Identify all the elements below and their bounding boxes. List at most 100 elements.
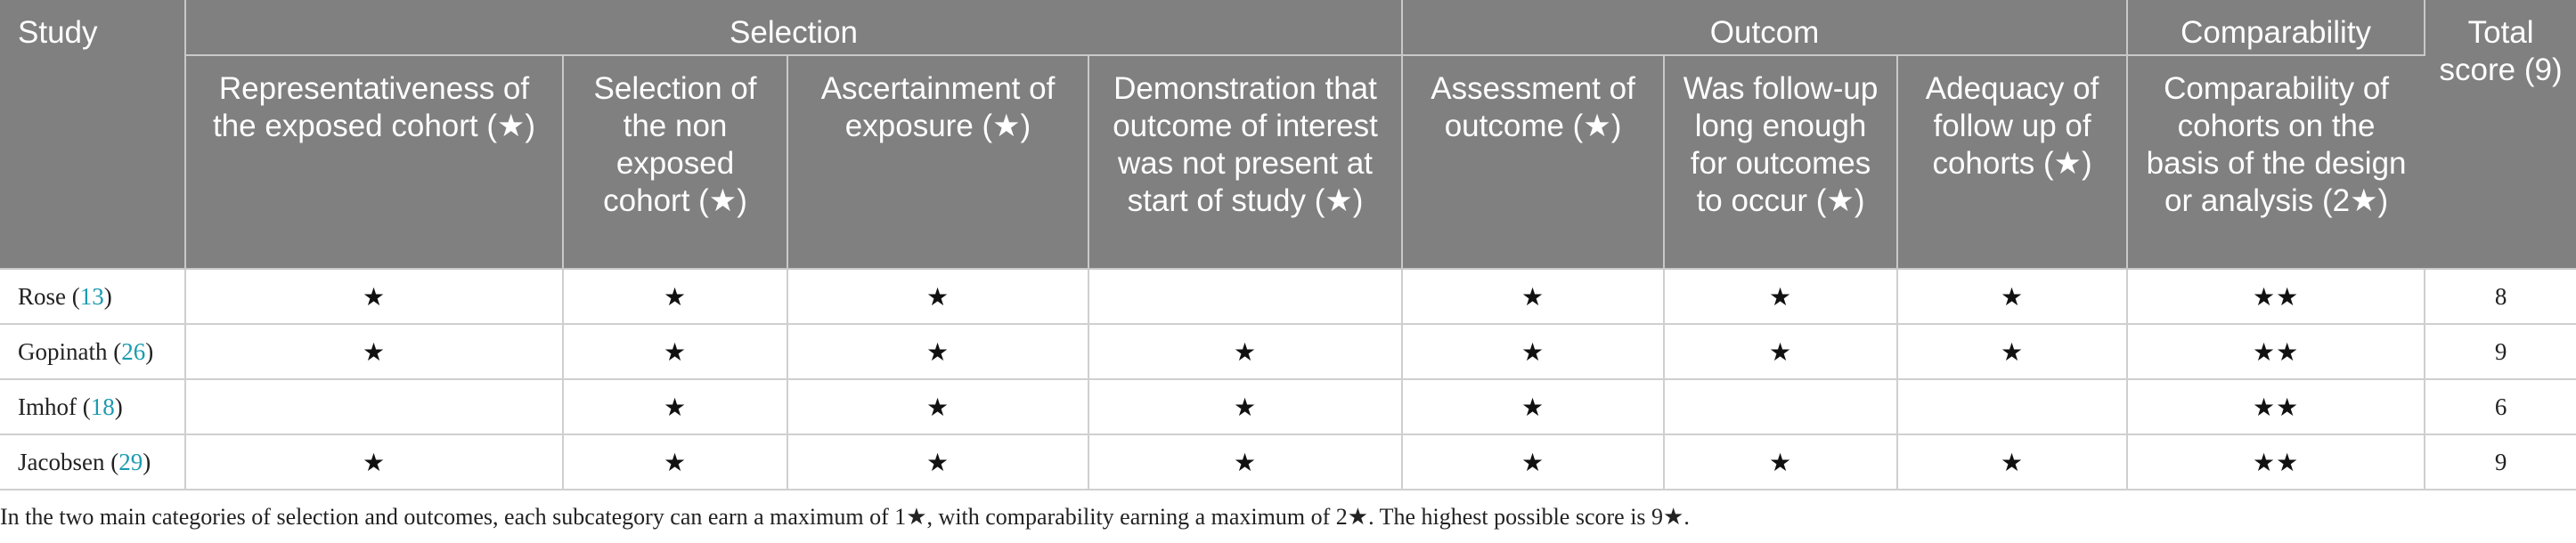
- star-cell: ★: [1088, 324, 1404, 380]
- star-cell: [1664, 379, 1899, 435]
- table-body: Rose (13) ★ ★ ★ ★ ★ ★ ★★ 8 Gopinath (26)…: [0, 269, 2576, 490]
- study-name-cell: Jacobsen (29): [0, 434, 186, 490]
- star-rating: ★: [1768, 281, 1793, 312]
- reference-link[interactable]: 18: [90, 393, 115, 420]
- star-cell: ★: [185, 324, 564, 380]
- star-cell: ★: [1897, 324, 2129, 380]
- star-rating: ★: [1768, 336, 1793, 367]
- total-score-header: Total score (9): [2425, 0, 2576, 270]
- comparability-group-header: Comparability: [2127, 0, 2426, 56]
- star-cell: ★: [1897, 434, 2129, 490]
- star-rating: ★: [2001, 447, 2025, 477]
- subheader-representativeness: Representativeness of the exposed cohort…: [185, 55, 564, 270]
- star-cell: ★: [1402, 379, 1666, 435]
- star-cell: ★: [185, 434, 564, 490]
- star-cell: ★: [1402, 324, 1666, 380]
- reference-link[interactable]: 29: [118, 448, 143, 475]
- study-name: Jacobsen (: [18, 448, 119, 475]
- star-cell: [1897, 379, 2129, 435]
- star-cell: ★★: [2127, 434, 2426, 490]
- star-rating: ★★: [2252, 392, 2300, 422]
- star-cell: ★: [787, 379, 1089, 435]
- star-cell: ★: [563, 434, 788, 490]
- star-rating: ★: [1520, 336, 1545, 367]
- total-score-cell: 8: [2425, 269, 2576, 325]
- total-score-cell: 9: [2425, 324, 2576, 380]
- star-rating: ★: [663, 336, 688, 367]
- study-name-cell: Imhof (18): [0, 379, 186, 435]
- star-rating: ★: [2001, 336, 2025, 367]
- star-rating: ★: [663, 392, 688, 422]
- quality-assessment-table-container: Study Selection Outcom Comparability Tot…: [0, 0, 2576, 490]
- star-cell: ★: [1664, 324, 1899, 380]
- star-cell: ★: [1088, 379, 1404, 435]
- star-cell: ★: [787, 269, 1089, 325]
- star-cell: ★: [787, 324, 1089, 380]
- star-rating: ★: [1768, 447, 1793, 477]
- total-score-cell: 6: [2425, 379, 2576, 435]
- study-name-close: ): [114, 393, 123, 420]
- subheader-non-exposed-selection: Selection of the non exposed cohort (★): [563, 55, 788, 270]
- star-cell: ★★: [2127, 379, 2426, 435]
- reference-link[interactable]: 13: [79, 282, 104, 310]
- table-row: Imhof (18) ★ ★ ★ ★ ★★ 6: [0, 379, 2576, 435]
- subheader-follow-up-adequacy: Adequacy of follow up of cohorts (★): [1897, 55, 2129, 270]
- study-name: Gopinath (: [18, 337, 122, 365]
- star-cell: ★: [1664, 269, 1899, 325]
- subheader-outcome-not-present: Demonstration that outcome of interest w…: [1088, 55, 1404, 270]
- star-rating: ★: [1233, 336, 1258, 367]
- star-rating: ★: [1520, 281, 1545, 312]
- quality-assessment-table: Study Selection Outcom Comparability Tot…: [0, 0, 2576, 490]
- star-rating: ★: [663, 281, 688, 312]
- star-rating: ★: [362, 447, 387, 477]
- star-rating: ★★: [2252, 447, 2300, 477]
- star-rating: ★: [1233, 447, 1258, 477]
- star-cell: ★: [1664, 434, 1899, 490]
- study-name-cell: Rose (13): [0, 269, 186, 325]
- outcome-group-header: Outcom: [1402, 0, 2129, 56]
- study-name-close: ): [143, 448, 151, 475]
- study-column-header: Study: [0, 0, 186, 270]
- star-cell: ★: [1897, 269, 2129, 325]
- star-rating: ★: [2001, 281, 2025, 312]
- star-cell: ★: [1088, 434, 1404, 490]
- header-group-row: Study Selection Outcom Comparability Tot…: [0, 0, 2576, 270]
- star-rating: ★: [362, 281, 387, 312]
- star-cell: ★: [563, 324, 788, 380]
- star-cell: ★★: [2127, 324, 2426, 380]
- table-row: Rose (13) ★ ★ ★ ★ ★ ★ ★★ 8: [0, 269, 2576, 325]
- star-cell: ★: [1402, 434, 1666, 490]
- reference-link[interactable]: 26: [121, 337, 146, 365]
- star-cell: ★★: [2127, 269, 2426, 325]
- star-cell: [1088, 269, 1404, 325]
- study-name-close: ): [103, 282, 112, 310]
- star-cell: ★: [787, 434, 1089, 490]
- star-cell: [185, 379, 564, 435]
- star-rating: ★★: [2252, 281, 2300, 312]
- study-name: Rose (: [18, 282, 80, 310]
- star-rating: ★★: [2252, 336, 2300, 367]
- star-rating: ★: [1233, 392, 1258, 422]
- subheader-ascertainment: Ascertainment of exposure (★): [787, 55, 1089, 270]
- star-cell: ★: [563, 269, 788, 325]
- subheader-assessment-of-outcome: Assessment of outcome (★): [1402, 55, 1666, 270]
- table-row: Gopinath (26) ★ ★ ★ ★ ★ ★ ★ ★★ 9: [0, 324, 2576, 380]
- star-cell: ★: [1402, 269, 1666, 325]
- subheader-comparability: Comparability of cohorts on the basis of…: [2127, 55, 2425, 270]
- star-rating: ★: [925, 336, 950, 367]
- study-name-close: ): [145, 337, 154, 365]
- study-name-cell: Gopinath (26): [0, 324, 186, 380]
- table-footnote: In the two main categories of selection …: [0, 504, 1690, 530]
- study-name: Imhof (: [18, 393, 91, 420]
- star-rating: ★: [1520, 447, 1545, 477]
- subheader-follow-up-length: Was follow-up long enough for outcomes t…: [1664, 55, 1899, 270]
- total-score-cell: 9: [2425, 434, 2576, 490]
- table-row: Jacobsen (29) ★ ★ ★ ★ ★ ★ ★ ★★ 9: [0, 434, 2576, 490]
- table-header: Study Selection Outcom Comparability Tot…: [0, 0, 2576, 270]
- star-rating: ★: [925, 281, 950, 312]
- header-subcategory-row: Representativeness of the exposed cohort…: [0, 55, 2576, 270]
- star-rating: ★: [362, 336, 387, 367]
- star-rating: ★: [925, 392, 950, 422]
- star-cell: ★: [563, 379, 788, 435]
- star-rating: ★: [663, 447, 688, 477]
